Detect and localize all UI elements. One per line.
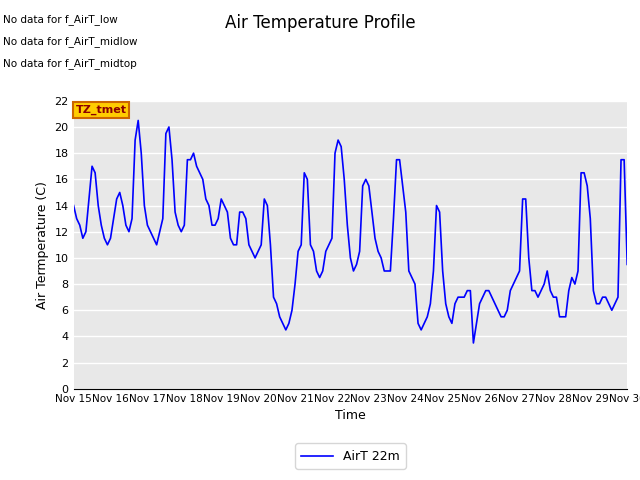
Text: No data for f_AirT_midlow: No data for f_AirT_midlow <box>3 36 138 47</box>
AirT 22m <box>623 262 631 267</box>
AirT 22m <box>156 229 164 235</box>
Text: No data for f_AirT_midtop: No data for f_AirT_midtop <box>3 58 137 69</box>
Text: No data for f_AirT_low: No data for f_AirT_low <box>3 14 118 25</box>
AirT 22m <box>337 144 345 149</box>
Text: TZ_tmet: TZ_tmet <box>76 105 127 115</box>
AirT 22m <box>134 118 142 123</box>
AirT 22m <box>534 294 542 300</box>
AirT 22m <box>470 340 477 346</box>
Line: AirT 22m: AirT 22m <box>74 120 627 343</box>
X-axis label: Time: Time <box>335 409 366 422</box>
AirT 22m <box>340 177 348 182</box>
Legend: AirT 22m: AirT 22m <box>295 444 406 469</box>
AirT 22m <box>116 190 124 195</box>
Text: Air Temperature Profile: Air Temperature Profile <box>225 14 415 33</box>
AirT 22m <box>70 203 77 208</box>
Y-axis label: Air Termperature (C): Air Termperature (C) <box>36 181 49 309</box>
AirT 22m <box>227 235 234 241</box>
